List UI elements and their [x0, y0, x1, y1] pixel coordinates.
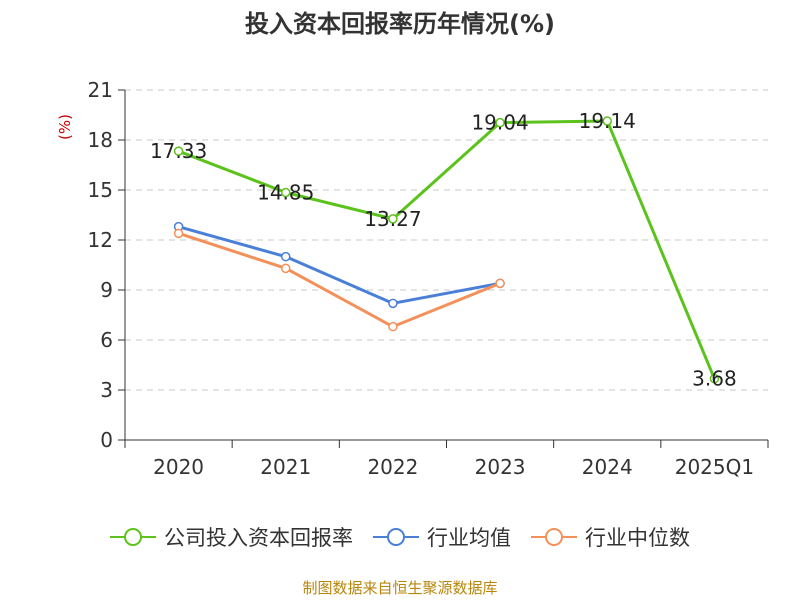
y-tick-label: 18	[88, 128, 113, 152]
data-point	[281, 251, 291, 262]
x-tick-label: 2023	[475, 455, 526, 479]
data-label: 19.14	[579, 109, 636, 133]
series-line	[178, 225, 501, 305]
data-point	[173, 228, 184, 239]
legend-label-industry-mean: 行业均值	[427, 526, 511, 550]
legend-swatch-circle	[387, 528, 405, 546]
y-tick-label: 12	[88, 228, 113, 252]
series-line	[178, 231, 501, 329]
data-point	[173, 146, 184, 156]
x-tick-label: 2022	[367, 455, 418, 479]
data-point	[388, 321, 398, 332]
legend-item-industry-mean[interactable]: 行业均值	[373, 522, 511, 552]
gridlines	[125, 89, 768, 391]
data-label: 17.33	[150, 139, 207, 163]
data-labels: 17.33 14.85 13.27 19.04 19.14 3.68	[150, 109, 737, 391]
source-note: 制图数据来自恒生聚源数据库	[302, 579, 498, 597]
data-label: 14.85	[257, 181, 314, 205]
series-lines	[173, 116, 720, 384]
data-point	[602, 116, 612, 126]
y-tick-label: 9	[100, 278, 113, 302]
data-point	[388, 214, 398, 224]
legend-swatch-circle	[124, 528, 142, 546]
y-tick-label: 6	[100, 328, 113, 352]
data-label: 19.04	[471, 111, 528, 135]
data-point	[388, 298, 398, 309]
x-tick-label: 2024	[582, 455, 633, 479]
data-label: 3.68	[692, 367, 737, 391]
data-point	[709, 373, 720, 384]
legend-line-circle-icon	[373, 528, 419, 546]
data-point	[495, 278, 505, 289]
x-tick-label: 2025Q1	[675, 455, 754, 479]
series-line	[178, 119, 716, 380]
chart-title: 投入资本回报率历年情况(%)	[245, 10, 555, 38]
x-tick-label: 2020	[153, 455, 204, 479]
data-point	[281, 187, 291, 198]
legend-item-industry-median[interactable]: 行业中位数	[531, 522, 690, 552]
y-tick-label: 15	[88, 178, 113, 202]
legend-label-company: 公司投入资本回报率	[164, 526, 353, 550]
y-tick-label: 3	[100, 378, 113, 402]
y-axis-unit-label: (%)	[56, 114, 74, 140]
y-tick-label: 21	[88, 78, 113, 102]
data-label: 13.27	[364, 207, 421, 231]
axes: 0 3 6 9 12 15 18 21 (%) 2020 2021 2022 2023 2024 2025Q…	[56, 78, 769, 479]
x-tick-label: 2021	[260, 455, 311, 479]
legend: 公司投入资本回报率 行业均值 行业中位数	[0, 519, 800, 555]
legend-swatch-circle	[545, 528, 563, 546]
legend-line-circle-icon	[531, 528, 577, 546]
legend-label-industry-median: 行业中位数	[585, 526, 690, 550]
legend-line-circle-icon	[110, 528, 156, 546]
y-tick-label: 0	[100, 428, 113, 452]
data-point	[281, 263, 291, 274]
legend-item-company[interactable]: 公司投入资本回报率	[110, 522, 353, 552]
data-point	[495, 117, 505, 128]
